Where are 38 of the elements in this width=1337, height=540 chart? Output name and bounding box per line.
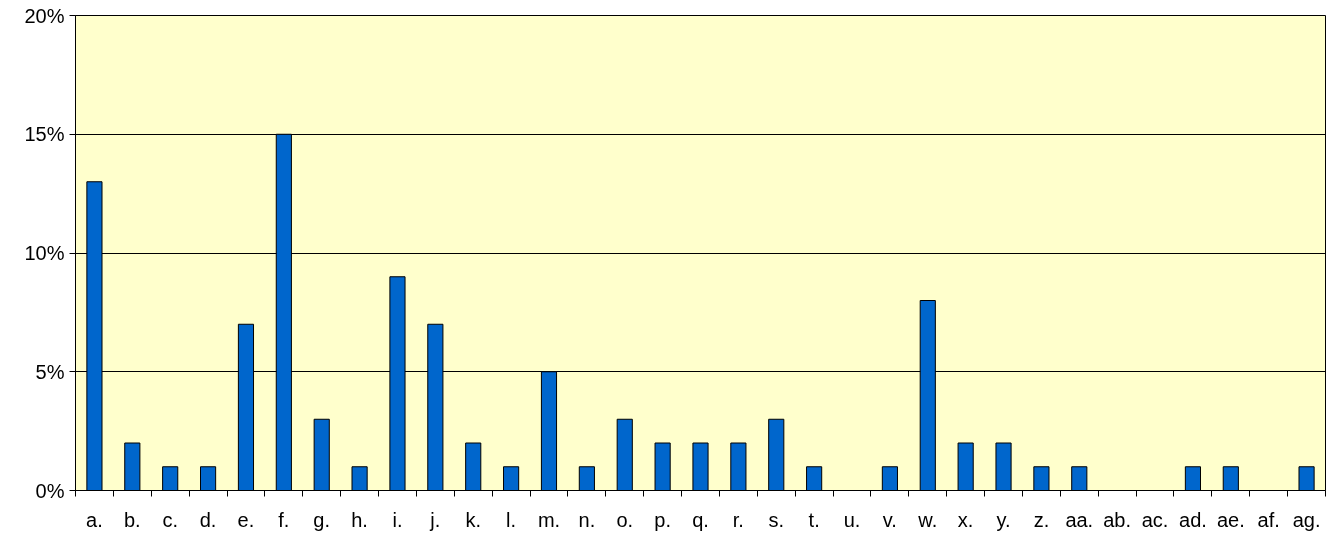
x-tick-label: g. <box>313 508 331 531</box>
x-tick-label: h. <box>351 508 368 531</box>
x-tick-label: ae. <box>1216 508 1245 531</box>
x-tick-label: w. <box>917 508 938 531</box>
x-tick-label: z. <box>1033 508 1050 531</box>
x-tick-label: u. <box>843 508 861 531</box>
x-tick-label: f. <box>278 508 290 531</box>
x-tick-label: p. <box>654 508 671 531</box>
x-tick-label: ac. <box>1141 508 1169 531</box>
x-tick-label: q. <box>692 508 709 531</box>
y-tick-label: 0% <box>35 479 65 502</box>
x-tick-label: s. <box>768 508 785 531</box>
x-tick-label: j. <box>429 508 441 531</box>
x-tick-label: a. <box>86 508 103 531</box>
y-tick-label: 20% <box>24 4 65 27</box>
x-tick-label: d. <box>199 508 217 531</box>
x-tick-label: v. <box>882 508 897 531</box>
x-tick-label: ab. <box>1103 508 1132 531</box>
x-tick-label: i. <box>392 508 403 531</box>
x-tick-label: ad. <box>1179 508 1207 531</box>
x-tick-label: m. <box>537 508 561 531</box>
x-tick-label: c. <box>162 508 178 531</box>
x-tick-label: l. <box>506 508 517 531</box>
x-tick-label: x. <box>957 508 974 531</box>
x-tick-label: y. <box>996 508 1011 531</box>
x-tick-label: b. <box>123 508 141 531</box>
x-tick-label: ag. <box>1292 508 1321 531</box>
x-tick-label: aa. <box>1065 508 1094 531</box>
x-tick-label: af. <box>1257 508 1280 531</box>
x-tick-label: n. <box>578 508 596 531</box>
x-tick-label: e. <box>237 508 255 531</box>
y-tick-label: 10% <box>24 242 65 264</box>
x-tick-label: t. <box>808 508 820 531</box>
x-tick-label: k. <box>465 508 482 531</box>
y-tick-label: 5% <box>35 360 65 383</box>
x-tick-label: o. <box>616 508 634 531</box>
x-tick-label: r. <box>732 508 744 531</box>
y-tick-label: 15% <box>24 123 65 146</box>
